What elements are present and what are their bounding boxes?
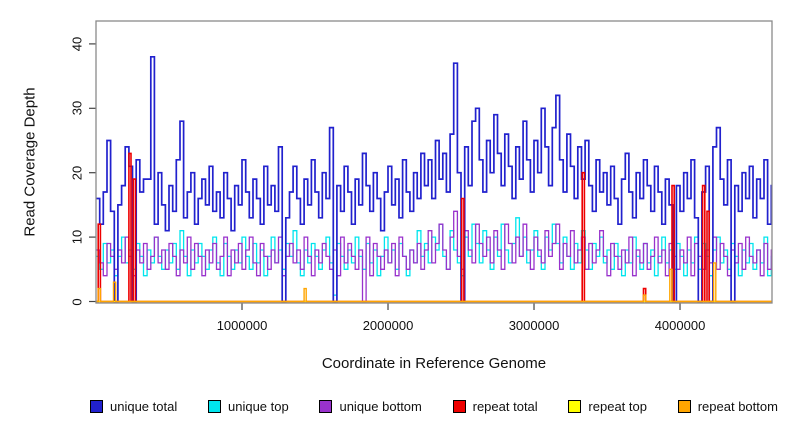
repeat-total-swatch-icon xyxy=(452,400,466,413)
legend-label: repeat bottom xyxy=(697,399,778,414)
plot-box xyxy=(95,20,773,304)
unique-top-swatch-icon xyxy=(207,400,221,413)
legend-item-unique-total: unique total xyxy=(90,399,177,414)
legend-label: repeat total xyxy=(472,399,538,414)
y-tick-label-30: 30 xyxy=(69,101,85,116)
legend-label: repeat top xyxy=(588,399,647,414)
y-tick-label-0: 0 xyxy=(69,297,85,306)
legend-label: unique bottom xyxy=(339,399,422,414)
repeat-bottom-swatch-icon xyxy=(677,400,691,413)
x-tick-label-1000000: 1000000 xyxy=(216,318,268,333)
axes-layer xyxy=(89,43,681,310)
x-tick-label-3000000: 3000000 xyxy=(508,318,560,333)
legend-label: unique top xyxy=(227,399,289,414)
repeat-top-swatch-icon xyxy=(568,400,582,413)
unique-bottom-swatch-icon xyxy=(319,400,333,413)
legend-item-repeat-total: repeat total xyxy=(452,399,538,414)
series-layer xyxy=(96,55,773,303)
legend-item-unique-bottom: unique bottom xyxy=(319,399,422,414)
unique-total-swatch-icon xyxy=(90,400,103,413)
y-tick-label-10: 10 xyxy=(69,229,85,245)
y-axis-title: Read Coverage Depth xyxy=(21,87,39,237)
x-tick-label-2000000: 2000000 xyxy=(362,318,414,333)
x-tick-label-4000000: 4000000 xyxy=(654,318,706,333)
legend-item-repeat-top: repeat top xyxy=(568,399,647,414)
y-tick-label-40: 40 xyxy=(69,36,85,52)
x-axis-title: Coordinate in Reference Genome xyxy=(321,355,547,372)
legend: unique total unique top unique bottom re… xyxy=(90,399,778,414)
y-tick-label-20: 20 xyxy=(69,165,85,180)
legend-label: unique total xyxy=(110,399,178,414)
legend-item-repeat-bottom: repeat bottom xyxy=(677,399,778,414)
legend-item-unique-top: unique top xyxy=(207,399,289,414)
